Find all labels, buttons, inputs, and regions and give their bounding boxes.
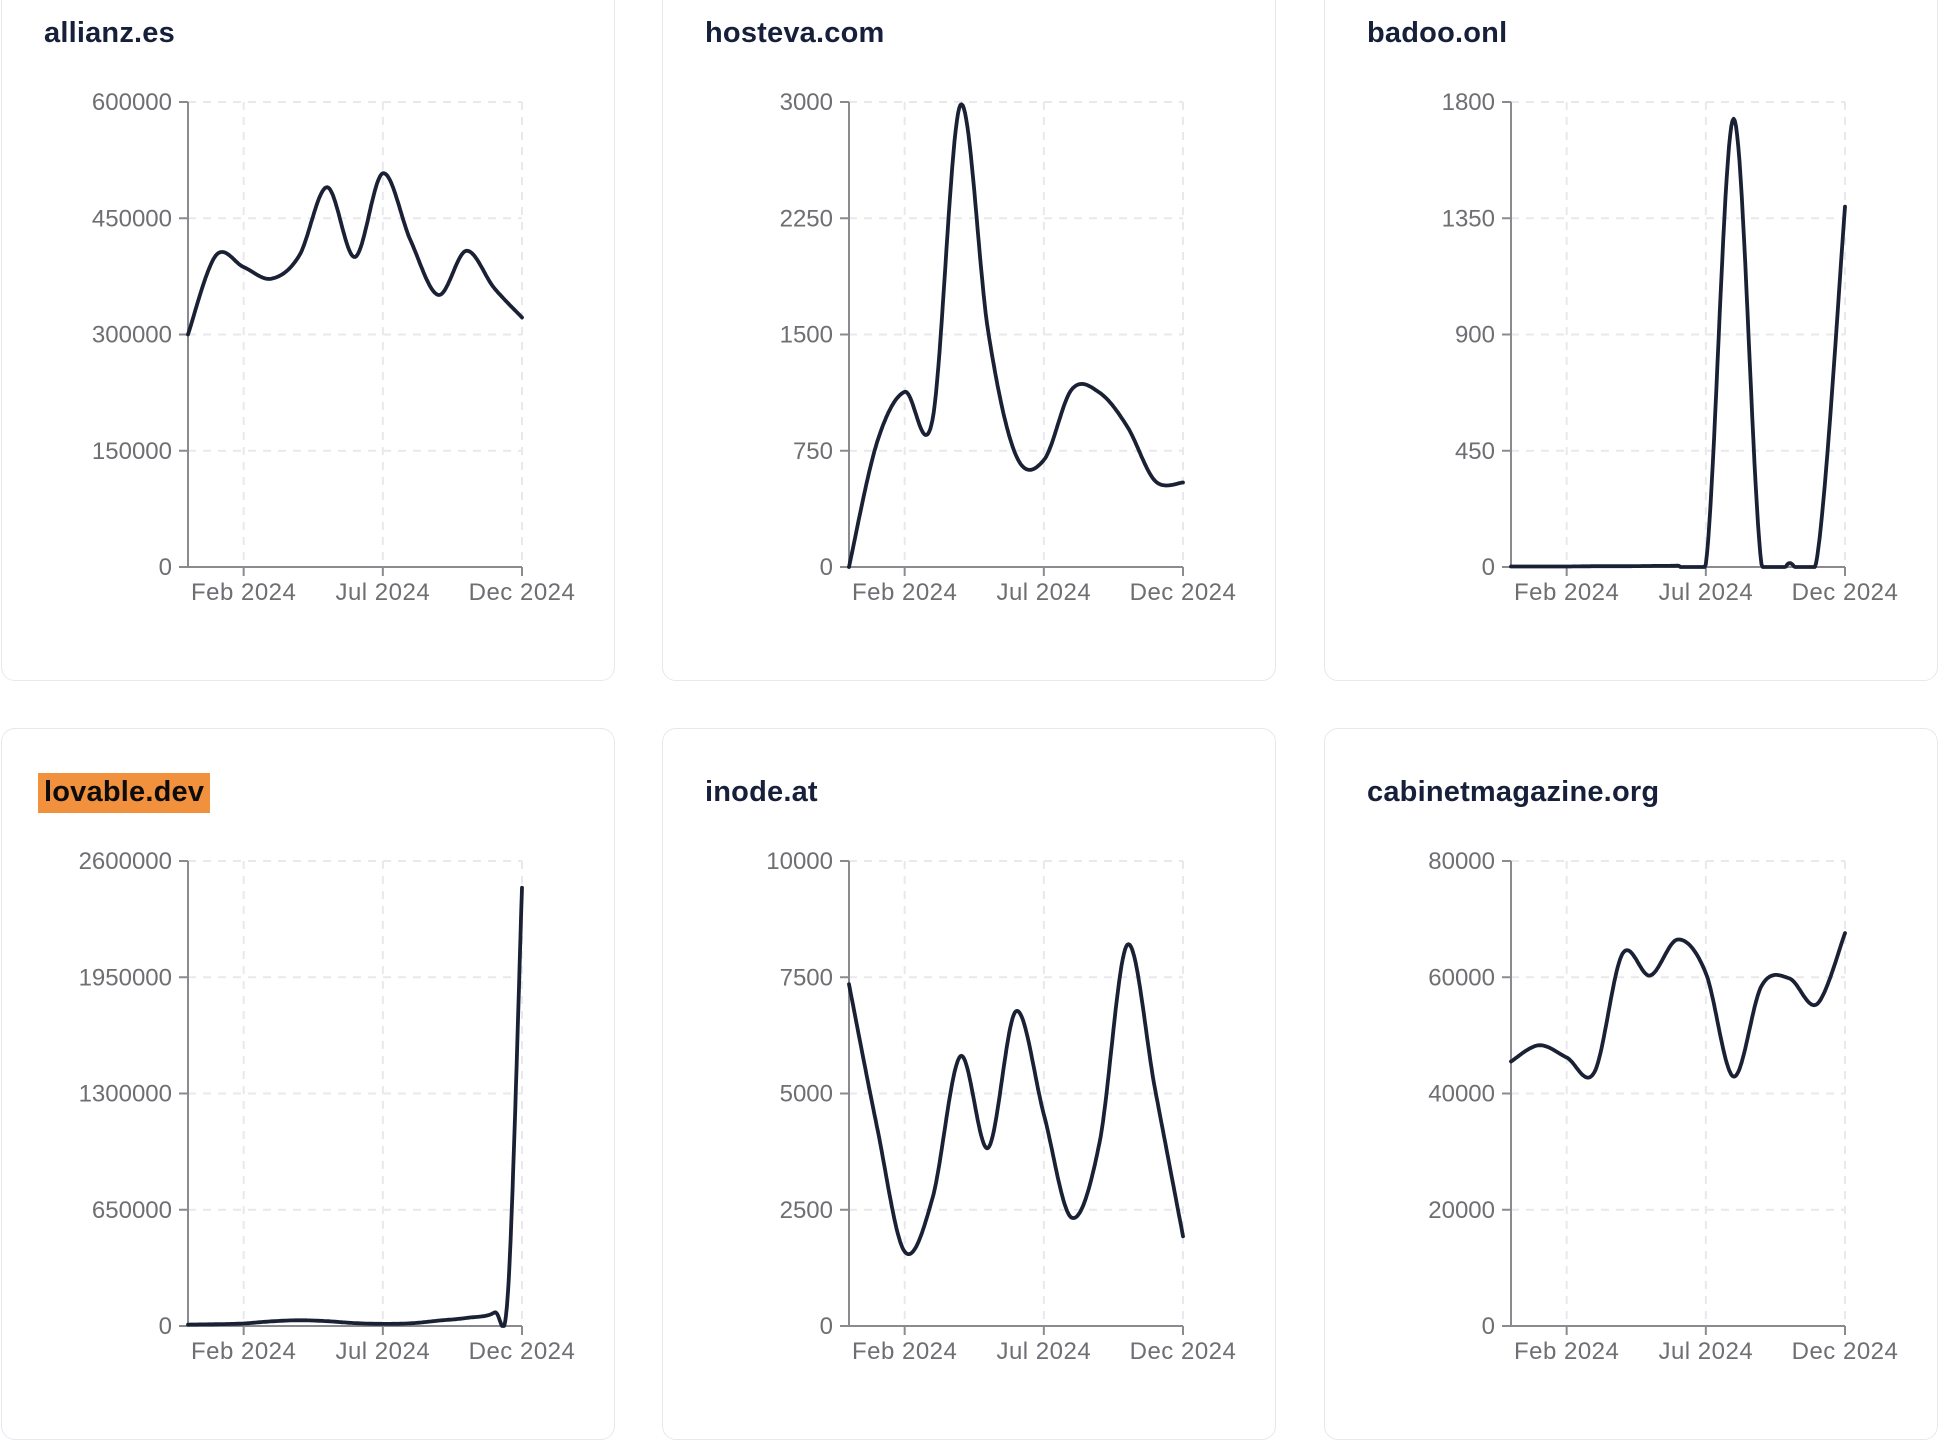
- chart-card-cabinetmagazine.org: cabinetmagazine.org 80000 60000 40000 20000 0…: [1324, 728, 1938, 1440]
- x-axis-tick-label: Jul 2024: [1658, 1338, 1753, 1365]
- y-axis-tick-label: 0: [1482, 554, 1495, 581]
- y-axis-tick-label: 2600000: [79, 848, 172, 875]
- chart-title[interactable]: hosteva.com: [705, 17, 885, 49]
- chart-card-inode.at: inode.at 10000 7500 5000 2500 0 Feb 2024 Jul 20…: [662, 728, 1276, 1440]
- x-axis-tick-label: Feb 2024: [1514, 1338, 1619, 1365]
- x-axis-tick-label: Feb 2024: [852, 579, 957, 606]
- chart-title[interactable]: lovable.dev: [38, 773, 211, 813]
- y-axis-tick-label: 0: [820, 554, 833, 581]
- line-chart-svg: 600000 450000 300000 150000 0 Feb 2024 Jul 202…: [92, 89, 576, 606]
- y-axis-tick-label: 5000: [780, 1081, 833, 1108]
- data-line: [1509, 116, 1847, 569]
- y-axis-tick-label: 80000: [1428, 848, 1495, 875]
- x-axis-tick-label: Dec 2024: [469, 1338, 576, 1365]
- data-line: [847, 102, 1185, 569]
- y-axis-tick-label: 0: [159, 554, 172, 581]
- y-axis-tick-label: 0: [1482, 1313, 1495, 1340]
- y-axis-tick-label: 750: [793, 438, 833, 465]
- x-axis-tick-label: Jul 2024: [335, 579, 430, 606]
- y-axis-tick-label: 20000: [1428, 1197, 1495, 1224]
- y-axis-tick-label: 1350: [1442, 205, 1495, 232]
- data-line: [847, 942, 1185, 1256]
- y-axis-tick-label: 1300000: [79, 1081, 172, 1108]
- x-axis-tick-label: Dec 2024: [1130, 1338, 1237, 1365]
- chart-title[interactable]: cabinetmagazine.org: [1367, 776, 1660, 808]
- y-axis-tick-label: 150000: [92, 438, 172, 465]
- data-line: [186, 885, 524, 1328]
- line-chart-svg: 10000 7500 5000 2500 0 Feb 2024 Jul 2024 Dec 20…: [766, 848, 1237, 1365]
- data-line: [186, 171, 524, 337]
- y-axis-tick-label: 450: [1455, 438, 1495, 465]
- data-line: [1509, 931, 1847, 1080]
- y-axis-tick-label: 450000: [92, 205, 172, 232]
- chart-card-allianz.es: allianz.es 600000 450000 300000 150000 0 Feb 2…: [1, 0, 615, 681]
- y-axis-tick-label: 40000: [1428, 1081, 1495, 1108]
- y-axis-tick-label: 2250: [780, 205, 833, 232]
- x-axis-tick-label: Jul 2024: [335, 1338, 430, 1365]
- line-chart-svg: 1800 1350 900 450 0 Feb 2024 Jul 2024 Dec 2024: [1442, 89, 1899, 606]
- y-axis-tick-label: 0: [820, 1313, 833, 1340]
- chart-title[interactable]: badoo.onl: [1367, 17, 1508, 49]
- chart-title-highlight: lovable.dev: [38, 773, 211, 813]
- x-axis-tick-label: Feb 2024: [1514, 579, 1619, 606]
- chart-card-badoo.onl: badoo.onl 1800 1350 900 450 0 Feb 2024 Jul 2024…: [1324, 0, 1938, 681]
- y-axis-tick-label: 3000: [780, 89, 833, 116]
- chart-card-lovable.dev: lovable.dev 2600000 1950000 1300000 650000 0 F…: [1, 728, 615, 1440]
- x-axis-tick-label: Dec 2024: [1792, 1338, 1899, 1365]
- x-axis-tick-label: Jul 2024: [1658, 579, 1753, 606]
- y-axis-tick-label: 10000: [766, 848, 833, 875]
- x-axis-tick-label: Jul 2024: [996, 579, 1091, 606]
- y-axis-tick-label: 1950000: [79, 964, 172, 991]
- y-axis-tick-label: 1500: [780, 322, 833, 349]
- line-chart-svg: 3000 2250 1500 750 0 Feb 2024 Jul 2024 Dec 2024: [780, 89, 1237, 606]
- chart-title[interactable]: inode.at: [705, 776, 818, 808]
- chart-title[interactable]: allianz.es: [44, 17, 175, 49]
- y-axis-tick-label: 650000: [92, 1197, 172, 1224]
- x-axis-tick-label: Dec 2024: [1130, 579, 1237, 606]
- y-axis-tick-label: 0: [159, 1313, 172, 1340]
- x-axis-tick-label: Feb 2024: [852, 1338, 957, 1365]
- line-chart-svg: 80000 60000 40000 20000 0 Feb 2024 Jul 2024 Dec…: [1428, 848, 1899, 1365]
- y-axis-tick-label: 2500: [780, 1197, 833, 1224]
- chart-card-hosteva.com: hosteva.com 3000 2250 1500 750 0 Feb 2024 Jul 2…: [662, 0, 1276, 681]
- y-axis-tick-label: 900: [1455, 322, 1495, 349]
- x-axis-tick-label: Jul 2024: [996, 1338, 1091, 1365]
- y-axis-tick-label: 1800: [1442, 89, 1495, 116]
- y-axis-tick-label: 7500: [780, 964, 833, 991]
- y-axis-tick-label: 60000: [1428, 964, 1495, 991]
- x-axis-tick-label: Dec 2024: [1792, 579, 1899, 606]
- x-axis-tick-label: Dec 2024: [469, 579, 576, 606]
- y-axis-tick-label: 300000: [92, 322, 172, 349]
- x-axis-tick-label: Feb 2024: [191, 1338, 296, 1365]
- x-axis-tick-label: Feb 2024: [191, 579, 296, 606]
- line-chart-svg: 2600000 1950000 1300000 650000 0 Feb 2024 Jul …: [79, 848, 576, 1365]
- y-axis-tick-label: 600000: [92, 89, 172, 116]
